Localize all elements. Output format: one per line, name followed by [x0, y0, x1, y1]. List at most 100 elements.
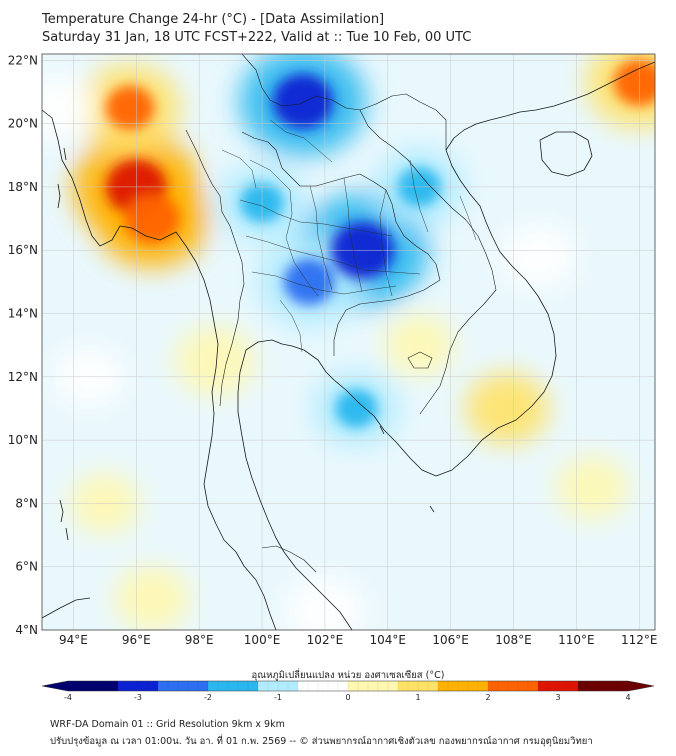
colorbar-segment — [528, 681, 539, 691]
colorbar-tick-label: -1 — [274, 693, 282, 702]
colorbar-segment — [118, 681, 129, 691]
colorbar-tick-label: 4 — [625, 693, 630, 702]
colorbar-segment — [458, 681, 469, 691]
colorbar-segment — [268, 681, 279, 691]
lon-tick-label: 110°E — [558, 633, 595, 647]
field-cold-area-19 — [500, 223, 577, 290]
colorbar-label: อุณหภูมิเปลี่ยนแปลง หน่วย องศาเซลเซียส (… — [252, 668, 445, 681]
lat-tick-label: 8°N — [15, 496, 38, 510]
colorbar-segment — [198, 681, 209, 691]
colorbar-segment — [448, 681, 459, 691]
colorbar-segment — [598, 681, 609, 691]
colorbar-segment — [558, 681, 569, 691]
myanmar-laos-border — [241, 131, 277, 151]
lat-tick-label: 4°N — [15, 623, 38, 637]
colorbar-segment — [498, 681, 509, 691]
colorbar-segment — [518, 681, 529, 691]
lon-tick-label: 106°E — [432, 633, 469, 647]
thai-laos-border — [275, 149, 441, 281]
gulf-of-thailand-coast — [237, 339, 385, 630]
colorbar-segment — [188, 681, 199, 691]
colorbar-tick-label: -4 — [64, 693, 72, 702]
colorbar-segment — [238, 681, 249, 691]
colorbar-segment — [358, 681, 369, 691]
colorbar-segment — [298, 681, 309, 691]
colorbar-segment — [158, 681, 169, 691]
colorbar-segment — [438, 681, 449, 691]
colorbar-segment — [248, 681, 259, 691]
colorbar-segment — [508, 681, 519, 691]
field-warm-area-4 — [174, 325, 256, 397]
colorbar-segment — [288, 681, 299, 691]
lon-tick-label: 94°E — [59, 633, 88, 647]
colorbar-segment — [388, 681, 399, 691]
colorbar-segment — [468, 681, 479, 691]
colorbar-segment — [128, 681, 139, 691]
colorbar-segment — [168, 681, 179, 691]
lat-tick-label: 18°N — [8, 180, 38, 194]
colorbar-segment — [378, 681, 389, 691]
hainan-island — [539, 131, 593, 177]
lat-tick-label: 22°N — [8, 53, 38, 67]
colorbar-segment — [328, 681, 339, 691]
colorbar-segment — [318, 681, 329, 691]
colorbar-segment — [428, 681, 439, 691]
map-subtitle: Saturday 31 Jan, 18 UTC FCST+222, Valid … — [42, 30, 472, 45]
colorbar-segment — [78, 681, 89, 691]
graticule — [42, 54, 655, 630]
lon-tick-label: 104°E — [370, 633, 407, 647]
colorbar-segment — [98, 681, 109, 691]
colorbar-segment — [338, 681, 349, 691]
peninsula-west-coast — [203, 483, 277, 630]
lon-tick-label: 108°E — [495, 633, 532, 647]
colorbar-max-arrow — [628, 681, 654, 691]
andaman-islands — [57, 183, 61, 209]
lat-tick-label: 6°N — [15, 560, 38, 574]
thai-cambodia-border — [333, 279, 441, 356]
field-warm-area-5 — [465, 372, 549, 445]
colorbar-segment — [258, 681, 269, 691]
colorbar-tick-label: 3 — [555, 693, 560, 702]
lat-tick-label: 10°N — [8, 433, 38, 447]
field-warm-core-2 — [124, 193, 180, 244]
field-warm-area-8 — [555, 455, 629, 520]
field-warm-core-1 — [105, 85, 155, 130]
colorbar-tick-label: -3 — [134, 693, 142, 702]
lon-tick-label: 112°E — [621, 633, 658, 647]
colorbar-segment — [88, 681, 99, 691]
lon-tick-label: 100°E — [244, 633, 281, 647]
mekong-coast — [383, 149, 557, 477]
colorbar-segment — [348, 681, 359, 691]
footer-model-info: WRF-DA Domain 01 :: Grid Resolution 9km … — [50, 719, 285, 730]
field-cold-core-14 — [335, 389, 378, 428]
field-warm-area-9 — [114, 565, 190, 630]
colorbar-segment — [278, 681, 289, 691]
lat-tick-label: 20°N — [8, 117, 38, 131]
colorbar-segment — [368, 681, 379, 691]
field-warm-core-3 — [613, 59, 655, 106]
lat-tick-label: 16°N — [8, 243, 38, 257]
colorbar-tick-label: -2 — [204, 693, 212, 702]
sumatra-coast — [42, 597, 91, 619]
china-border — [241, 54, 447, 150]
tonkin-coast — [445, 61, 655, 151]
colorbar-tick-label: 0 — [345, 693, 350, 702]
colorbar-segment — [218, 681, 229, 691]
colorbar-segment — [308, 681, 319, 691]
cambodia-vietnam-border — [419, 289, 497, 415]
colorbar — [41, 680, 655, 692]
tonle-sap-lake — [407, 351, 433, 369]
colorbar-segment — [478, 681, 489, 691]
footer-credits: ปรับปรุงข้อมูล ณ เวลา 01:00น. วัน อา. ที… — [50, 736, 593, 747]
colorbar-segment — [108, 681, 119, 691]
lat-tick-label: 14°N — [8, 307, 38, 321]
plot-frame — [41, 53, 656, 631]
colorbar-segment — [178, 681, 189, 691]
myanmar-thai-border — [185, 129, 245, 407]
colorbar-tick-label: 2 — [485, 693, 490, 702]
coastlines-borders — [42, 54, 655, 630]
field-cold-area-16 — [42, 74, 96, 141]
colorbar-segment — [618, 681, 629, 691]
map-title: Temperature Change 24-hr (°C) - [Data As… — [42, 12, 385, 27]
